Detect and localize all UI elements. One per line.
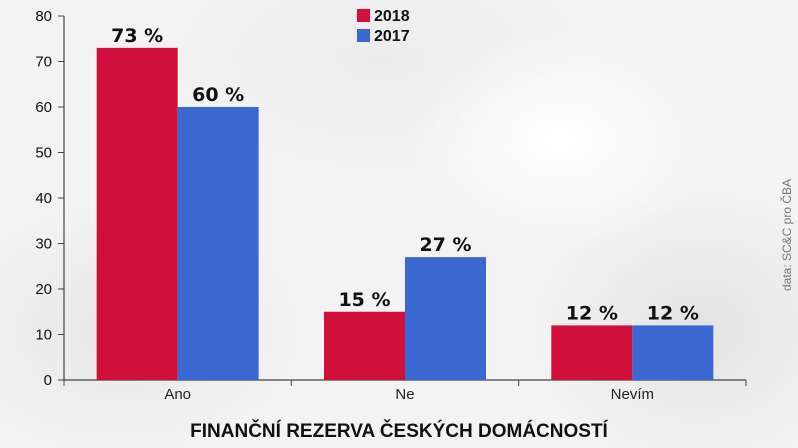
x-category-label: Ne xyxy=(395,386,414,403)
bar-2018-ano xyxy=(96,47,178,380)
data-label-2018-ne: 15 % xyxy=(338,289,390,311)
data-labels: 73 % 60 % 15 % 27 % 12 % 12 % xyxy=(111,25,699,325)
chart-title: FINANČNÍ REZERVA ČESKÝCH DOMÁCNOSTÍ xyxy=(190,420,608,442)
legend-label-2018: 2018 xyxy=(374,8,410,25)
y-tick-label: 70 xyxy=(35,54,52,71)
bar-2018-ne xyxy=(324,311,405,380)
data-source-note: data: SC&C pro ČBA xyxy=(779,179,794,291)
y-tick-label: 30 xyxy=(35,236,52,253)
legend-label-2017: 2017 xyxy=(374,28,410,45)
y-tick-label: 80 xyxy=(35,8,52,25)
legend-swatch-2017 xyxy=(357,29,370,42)
y-tick-label: 60 xyxy=(35,99,52,116)
y-tick-label: 10 xyxy=(35,327,52,344)
data-label-2017-ne: 27 % xyxy=(419,234,471,256)
bar-2018-nevím xyxy=(551,325,633,380)
bar-2017-ano xyxy=(177,107,259,380)
bar-2017-ne xyxy=(405,257,486,380)
bar-2017-nevím xyxy=(632,325,714,380)
data-label-2018-nevím: 12 % xyxy=(566,302,618,324)
x-category-label: Ano xyxy=(164,386,191,403)
data-label-2017-nevím: 12 % xyxy=(647,302,699,324)
legend: 2018 2017 xyxy=(357,8,410,45)
data-label-2018-ano: 73 % xyxy=(111,25,163,47)
y-tick-label: 0 xyxy=(44,372,52,389)
chart-axes: 0 10 20 30 40 50 60 70 80 Ano Ne Nevím xyxy=(35,8,747,403)
data-label-2017-ano: 60 % xyxy=(192,84,244,106)
bar-group xyxy=(96,47,714,380)
y-tick-label: 50 xyxy=(35,145,52,162)
y-tick-label: 40 xyxy=(35,190,52,207)
y-tick-label: 20 xyxy=(35,281,52,298)
legend-swatch-2018 xyxy=(357,9,370,22)
x-category-label: Nevím xyxy=(611,386,654,403)
